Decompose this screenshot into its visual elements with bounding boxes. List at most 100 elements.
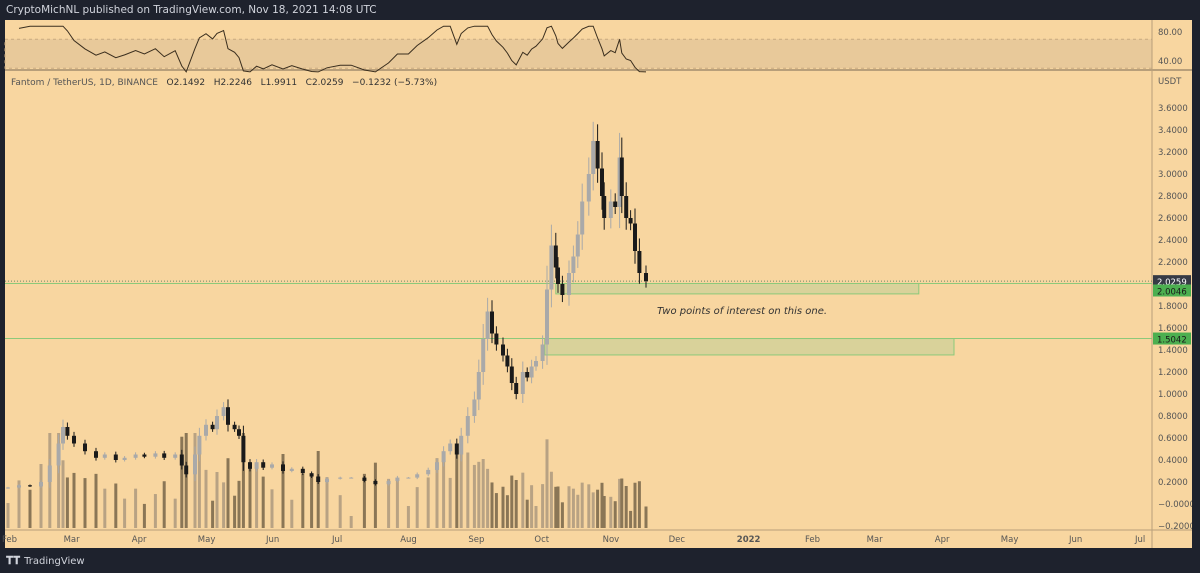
candle-body <box>221 407 226 416</box>
footer: 𝐓𝐓 TradingView <box>0 548 1200 573</box>
candle-body <box>241 435 246 463</box>
time-tick-label: Apr <box>935 535 950 545</box>
volume-bar <box>580 482 584 528</box>
candle-body <box>270 464 274 468</box>
volume-bar <box>600 482 604 528</box>
volume-bar <box>211 500 215 528</box>
volume-bar <box>233 495 237 528</box>
volume-bar <box>290 499 294 528</box>
candle-body <box>560 284 565 295</box>
time-tick-label: Nov <box>603 535 620 545</box>
volume-bar <box>395 478 399 528</box>
candle-body <box>525 372 530 378</box>
candle-body <box>600 168 604 196</box>
volume-bar <box>591 492 595 528</box>
volume-bar <box>173 498 177 528</box>
time-tick-label: Aug <box>400 535 417 545</box>
volume-bar <box>549 471 553 528</box>
volume-bar <box>455 448 459 528</box>
time-tick-label: May <box>198 535 216 545</box>
volume-bar <box>602 496 606 528</box>
candle-body <box>61 427 65 444</box>
candle-body <box>94 451 98 458</box>
volume-bar <box>83 478 87 528</box>
volume-bar <box>505 495 509 528</box>
rsi-line <box>18 25 647 73</box>
volume-bar <box>255 464 259 528</box>
candle-body <box>179 454 184 466</box>
annotation-text[interactable]: Two points of interest on this one. <box>657 306 828 317</box>
volume-bar <box>39 464 43 528</box>
candle-body <box>204 424 208 436</box>
candle-body <box>6 487 10 489</box>
candle-body <box>237 429 241 436</box>
publish-header: CryptoMichNL published on TradingView.co… <box>0 0 1200 20</box>
candle-body <box>619 157 624 196</box>
support-zone <box>555 282 920 295</box>
right-border <box>1192 20 1200 548</box>
tradingview-logo[interactable]: 𝐓𝐓 TradingView <box>6 554 85 568</box>
candle-body <box>173 454 178 458</box>
time-tick-label: Mar <box>64 535 81 545</box>
candle-body <box>248 462 252 469</box>
candle-body <box>197 435 202 455</box>
candle-body <box>309 473 314 477</box>
time-tick-label: Feb <box>805 535 820 545</box>
candle-body <box>490 311 494 334</box>
candle-body <box>613 201 618 207</box>
candle-body <box>481 339 486 372</box>
volume-bar <box>65 477 69 528</box>
candle-body <box>494 333 499 345</box>
volume-bar <box>325 477 329 528</box>
legend-high: H2.2246 <box>213 78 252 88</box>
price-tick-label: 0.2000 <box>1158 478 1188 488</box>
candle-body <box>362 477 367 481</box>
volume-bar <box>142 503 146 528</box>
candle-body <box>254 462 259 469</box>
volume-bar <box>477 461 481 528</box>
volume-bar <box>501 486 505 528</box>
volume-bar <box>587 484 591 528</box>
volume-bar <box>571 488 575 528</box>
candle-body <box>505 355 510 367</box>
volume-bar <box>373 462 377 528</box>
candle-body <box>184 465 189 475</box>
candle-body <box>628 218 633 224</box>
candle-body <box>325 478 329 482</box>
candle-body <box>553 245 558 268</box>
volume-bar <box>556 486 560 528</box>
rsi-tick-label: 80.00 <box>1158 28 1182 38</box>
candle-body <box>580 201 585 235</box>
legend-low: L1.9911 <box>260 78 298 88</box>
price-chart[interactable]: 80.00 40.00 USDT 3.6000 3.4000 3.2000 3.0000 2.… <box>0 0 1200 548</box>
volume-bar <box>554 486 558 528</box>
price-tick-label: 3.4000 <box>1158 126 1188 136</box>
time-tick-label: Mar <box>867 535 884 545</box>
time-tick-label: Oct <box>534 535 549 545</box>
time-tick-label: Dec <box>669 535 686 545</box>
time-tick-label: Jul <box>331 535 342 545</box>
candle-body <box>232 424 237 430</box>
volume-bar <box>613 501 617 528</box>
volume-bar <box>448 477 452 528</box>
candle-body <box>509 366 514 383</box>
currency-label: USDT <box>1158 77 1182 87</box>
volume-bar <box>197 439 201 528</box>
symbol-legend: Fantom / TetherUS, 1D, BINANCE O2.1492 H… <box>11 78 437 88</box>
volume-bar <box>633 482 637 528</box>
price-tick-label: 2.2000 <box>1158 258 1188 268</box>
candle-body <box>215 416 219 430</box>
time-tick-label: Jul <box>1134 535 1145 545</box>
volume-bar <box>620 478 624 528</box>
volume-bar <box>609 496 613 528</box>
price-tick-label: 1.2000 <box>1158 368 1188 378</box>
candle-body <box>122 457 127 460</box>
candle-body <box>102 454 107 458</box>
candle-body <box>465 416 470 436</box>
volume-bar <box>644 506 648 528</box>
volume-bar <box>72 472 76 528</box>
volume-bar <box>490 482 494 528</box>
legend-open: O2.1492 <box>166 78 206 88</box>
volume-bar <box>521 472 525 528</box>
candle-body <box>556 267 560 284</box>
